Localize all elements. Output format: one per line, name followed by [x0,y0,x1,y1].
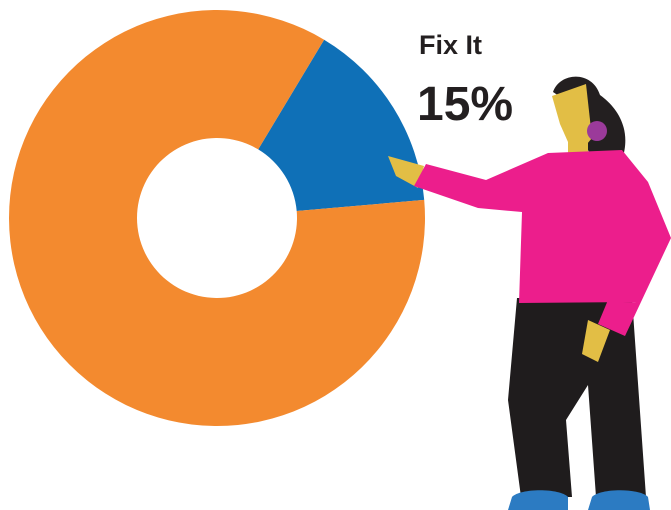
earring [587,121,607,141]
slice-label: Fix It [419,30,482,60]
top [414,150,671,336]
shoe [588,490,650,510]
value-label: 15% [417,78,513,131]
slice [258,39,425,212]
face [552,84,592,150]
slice [9,9,425,427]
illustration [388,76,671,510]
hand [582,320,610,362]
pants [508,298,646,497]
shoe [508,490,568,510]
hand [388,156,424,188]
donut [9,9,425,427]
